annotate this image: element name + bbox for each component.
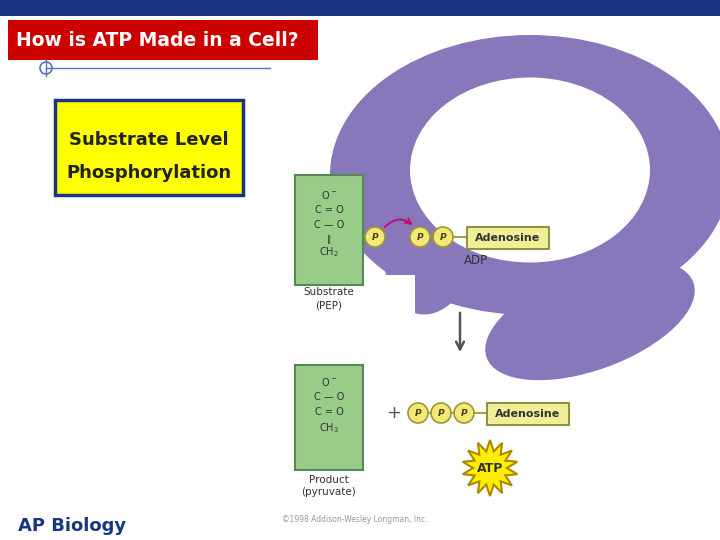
Text: Substrate Level: Substrate Level (69, 131, 229, 149)
Text: (PEP): (PEP) (315, 300, 343, 310)
Circle shape (431, 403, 451, 423)
Bar (0, 0, 720, 16)
Text: C — O: C — O (314, 220, 344, 230)
Ellipse shape (485, 260, 695, 380)
Circle shape (410, 227, 430, 247)
Polygon shape (463, 440, 517, 496)
FancyBboxPatch shape (55, 100, 243, 195)
Text: P: P (372, 233, 378, 242)
Bar (8, 20, 318, 60)
Text: AP Biology: AP Biology (18, 517, 126, 535)
Text: +: + (387, 404, 402, 422)
Text: Product: Product (309, 475, 349, 485)
Text: Phosphorylation: Phosphorylation (66, 164, 232, 182)
Text: (pyruvate): (pyruvate) (302, 487, 356, 497)
Text: Substrate: Substrate (304, 287, 354, 297)
Text: P: P (417, 233, 423, 242)
Circle shape (454, 403, 474, 423)
Text: ATP: ATP (477, 462, 503, 475)
Bar (0, 275, 415, 455)
Text: ©1998 Addison-Wesley Longman, Inc.: ©1998 Addison-Wesley Longman, Inc. (282, 516, 428, 524)
Text: P: P (440, 233, 446, 242)
Text: Adenosine: Adenosine (495, 409, 561, 419)
Text: How is ATP Made in a Cell?: How is ATP Made in a Cell? (16, 31, 299, 51)
Text: C = O: C = O (315, 407, 343, 417)
Text: P: P (438, 409, 444, 418)
Text: O$^-$: O$^-$ (321, 189, 337, 201)
Bar (295, 365, 363, 470)
Circle shape (365, 227, 385, 247)
FancyBboxPatch shape (467, 227, 549, 249)
Circle shape (433, 227, 453, 247)
Text: C — O: C — O (314, 392, 344, 402)
Text: P: P (415, 409, 421, 418)
FancyBboxPatch shape (487, 403, 569, 425)
Text: ‖: ‖ (327, 235, 331, 245)
Ellipse shape (384, 186, 476, 314)
Text: CH$_2$: CH$_2$ (319, 245, 339, 259)
Circle shape (408, 403, 428, 423)
Text: Enzyme: Enzyme (475, 113, 525, 126)
Text: O$^-$: O$^-$ (321, 376, 337, 388)
Ellipse shape (410, 78, 650, 262)
Bar (0, 0, 310, 280)
Ellipse shape (330, 35, 720, 315)
Text: CH$_3$: CH$_3$ (319, 421, 339, 435)
Text: ADP: ADP (464, 253, 488, 267)
Text: C = O: C = O (315, 205, 343, 215)
Text: P: P (461, 409, 467, 418)
Text: Adenosine: Adenosine (475, 233, 541, 243)
Bar (295, 175, 363, 285)
FancyArrowPatch shape (385, 218, 411, 227)
